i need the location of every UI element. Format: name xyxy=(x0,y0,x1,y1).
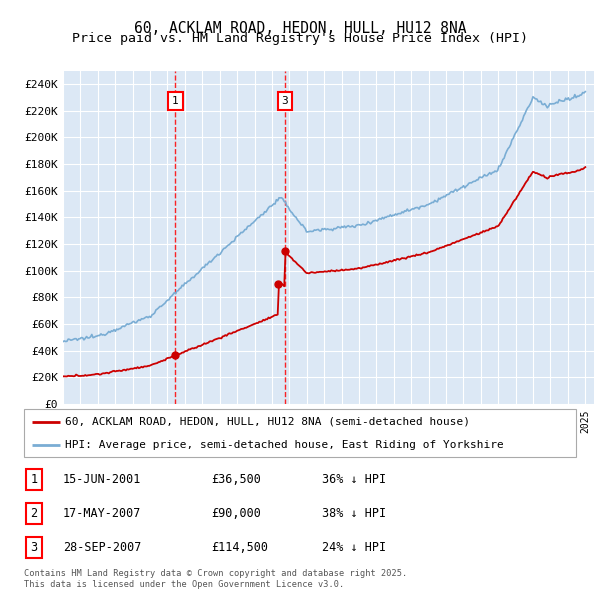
Text: 1: 1 xyxy=(172,96,179,106)
Text: HPI: Average price, semi-detached house, East Riding of Yorkshire: HPI: Average price, semi-detached house,… xyxy=(65,440,504,450)
Text: 15-JUN-2001: 15-JUN-2001 xyxy=(62,473,141,486)
Text: 3: 3 xyxy=(31,541,37,554)
Text: 24% ↓ HPI: 24% ↓ HPI xyxy=(322,541,386,554)
Text: £36,500: £36,500 xyxy=(212,473,262,486)
Text: Contains HM Land Registry data © Crown copyright and database right 2025.
This d: Contains HM Land Registry data © Crown c… xyxy=(24,569,407,589)
Text: £114,500: £114,500 xyxy=(212,541,269,554)
Text: 36% ↓ HPI: 36% ↓ HPI xyxy=(322,473,386,486)
Text: 60, ACKLAM ROAD, HEDON, HULL, HU12 8NA: 60, ACKLAM ROAD, HEDON, HULL, HU12 8NA xyxy=(134,21,466,35)
FancyBboxPatch shape xyxy=(24,409,576,457)
Text: £90,000: £90,000 xyxy=(212,507,262,520)
Text: 38% ↓ HPI: 38% ↓ HPI xyxy=(322,507,386,520)
Text: 60, ACKLAM ROAD, HEDON, HULL, HU12 8NA (semi-detached house): 60, ACKLAM ROAD, HEDON, HULL, HU12 8NA (… xyxy=(65,417,470,427)
Text: Price paid vs. HM Land Registry's House Price Index (HPI): Price paid vs. HM Land Registry's House … xyxy=(72,32,528,45)
Text: 3: 3 xyxy=(281,96,288,106)
Text: 2: 2 xyxy=(31,507,37,520)
Text: 28-SEP-2007: 28-SEP-2007 xyxy=(62,541,141,554)
Text: 1: 1 xyxy=(31,473,37,486)
Text: 17-MAY-2007: 17-MAY-2007 xyxy=(62,507,141,520)
